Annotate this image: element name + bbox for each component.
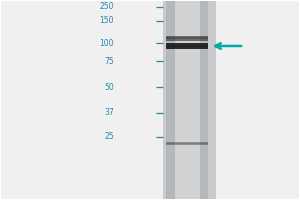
Bar bbox=[175, 1, 200, 199]
Text: 75: 75 bbox=[104, 57, 114, 66]
Text: 150: 150 bbox=[100, 16, 114, 25]
Bar bbox=[167, 45, 208, 47]
Bar bbox=[1, 1, 164, 199]
Bar bbox=[167, 1, 208, 199]
Bar bbox=[216, 1, 299, 199]
Bar bbox=[167, 143, 208, 144]
Text: 50: 50 bbox=[104, 83, 114, 92]
Bar bbox=[167, 37, 208, 39]
Bar bbox=[167, 36, 208, 41]
Text: 250: 250 bbox=[100, 2, 114, 11]
Text: 100: 100 bbox=[100, 39, 114, 48]
Bar bbox=[164, 1, 216, 199]
Text: 37: 37 bbox=[104, 108, 114, 117]
Bar bbox=[167, 43, 208, 49]
Text: 25: 25 bbox=[104, 132, 114, 141]
Bar bbox=[167, 142, 208, 145]
